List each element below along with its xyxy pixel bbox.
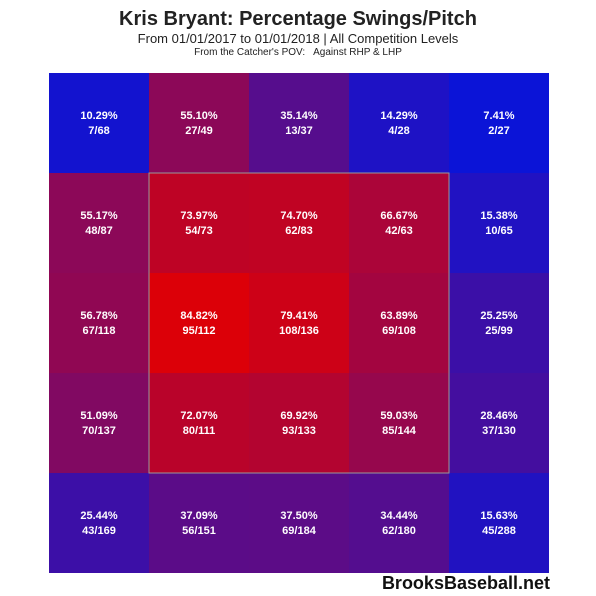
cell-count-r1-c3: 42/63: [385, 225, 413, 237]
heatmap-cell-r3-c0: [49, 373, 149, 473]
cell-count-r2-c2: 108/136: [279, 325, 319, 337]
cell-percentage-r4-c4: 15.63%: [480, 510, 518, 522]
cell-count-r2-c3: 69/108: [382, 325, 416, 337]
heatmap-cell-r2-c3: [349, 273, 449, 373]
heatmap-cell-r2-c0: [49, 273, 149, 373]
brand-watermark: BrooksBaseball.net: [381, 573, 550, 593]
cell-percentage-r0-c2: 35.14%: [280, 110, 318, 122]
heatmap-cell-r0-c4: [449, 73, 549, 173]
heatmap-cell-r1-c2: [249, 173, 349, 273]
heatmap-cell-r4-c0: [49, 473, 149, 573]
cell-count-r2-c1: 95/112: [182, 325, 215, 337]
cell-percentage-r1-c0: 55.17%: [80, 210, 118, 222]
heatmap-cell-r4-c1: [149, 473, 249, 573]
cell-percentage-r2-c2: 79.41%: [280, 310, 318, 322]
heatmap-cell-r1-c4: [449, 173, 549, 273]
cell-percentage-r3-c1: 72.07%: [180, 410, 218, 422]
cell-count-r3-c2: 93/133: [282, 425, 316, 437]
cell-percentage-r3-c2: 69.92%: [280, 410, 318, 422]
cell-percentage-r3-c4: 28.46%: [480, 410, 518, 422]
cell-percentage-r4-c1: 37.09%: [180, 510, 218, 522]
cell-percentage-r2-c3: 63.89%: [380, 310, 418, 322]
cell-percentage-r3-c3: 59.03%: [380, 410, 418, 422]
cell-percentage-r2-c1: 84.82%: [180, 310, 218, 322]
cell-count-r0-c4: 2/27: [488, 125, 509, 137]
cell-count-r4-c2: 69/184: [282, 525, 317, 537]
heatmap-cell-r1-c3: [349, 173, 449, 273]
cell-count-r1-c0: 48/87: [85, 225, 113, 237]
cell-percentage-r2-c0: 56.78%: [80, 310, 118, 322]
strike-zone-outline: [148, 172, 450, 474]
cell-count-r3-c1: 80/111: [183, 425, 215, 437]
heatmap-cell-r0-c3: [349, 73, 449, 173]
chart-title: Kris Bryant: Percentage Swings/Pitch: [119, 8, 477, 30]
cell-percentage-r4-c0: 25.44%: [80, 510, 118, 522]
cell-count-r0-c3: 4/28: [388, 125, 409, 137]
cell-count-r3-c4: 37/130: [482, 425, 516, 437]
cell-count-r2-c4: 25/99: [485, 325, 513, 337]
cell-count-r4-c4: 45/288: [482, 525, 516, 537]
pov-label: From the Catcher's POV:: [194, 47, 306, 58]
cell-percentage-r0-c3: 14.29%: [380, 110, 418, 122]
heatmap-cell-r4-c4: [449, 473, 549, 573]
heatmap-cell-r0-c1: [149, 73, 249, 173]
cell-count-r3-c0: 70/137: [82, 425, 116, 437]
heatmap-cell-r3-c2: [249, 373, 349, 473]
heatmap-cell-r0-c2: [249, 73, 349, 173]
cell-count-r1-c4: 10/65: [485, 225, 513, 237]
heatmap-cell-r2-c2: [249, 273, 349, 373]
cell-percentage-r1-c3: 66.67%: [380, 210, 418, 222]
cell-count-r4-c1: 56/151: [182, 525, 216, 537]
cell-percentage-r3-c0: 51.09%: [80, 410, 118, 422]
cell-count-r4-c3: 62/180: [382, 525, 416, 537]
cell-count-r4-c0: 43/169: [82, 525, 116, 537]
heatmap-cell-r3-c3: [349, 373, 449, 473]
cell-percentage-r0-c0: 10.29%: [80, 110, 118, 122]
cell-percentage-r4-c2: 37.50%: [280, 510, 318, 522]
cell-count-r0-c2: 13/37: [285, 125, 313, 137]
split-label: Against RHP & LHP: [313, 47, 402, 58]
heatmap-cell-r4-c3: [349, 473, 449, 573]
cell-percentage-r4-c3: 34.44%: [380, 510, 418, 522]
chart-subtitle: From 01/01/2017 to 01/01/2018 | All Comp…: [137, 31, 459, 46]
cell-count-r3-c3: 85/144: [382, 425, 417, 437]
cell-percentage-r0-c1: 55.10%: [180, 110, 218, 122]
cell-count-r0-c0: 7/68: [88, 125, 109, 137]
cell-percentage-r1-c1: 73.97%: [180, 210, 218, 222]
cell-count-r1-c1: 54/73: [185, 225, 213, 237]
heatmap-cell-r1-c1: [149, 173, 249, 273]
cell-percentage-r2-c4: 25.25%: [480, 310, 518, 322]
heatmap-cell-r3-c4: [449, 373, 549, 473]
cell-percentage-r0-c4: 7.41%: [483, 110, 514, 122]
heatmap-cell-r3-c1: [149, 373, 249, 473]
heatmap-cell-r0-c0: [49, 73, 149, 173]
heatmap-cell-r2-c1: [149, 273, 249, 373]
cell-count-r1-c2: 62/83: [285, 225, 313, 237]
cell-count-r0-c1: 27/49: [185, 125, 213, 137]
heatmap-cell-r1-c0: [49, 173, 149, 273]
heatmap-cell-r4-c2: [249, 473, 349, 573]
heatmap-cell-r2-c4: [449, 273, 549, 373]
chart-note: From the Catcher's POV: Against RHP & LHP: [0, 47, 596, 58]
cell-percentage-r1-c4: 15.38%: [480, 210, 518, 222]
cell-count-r2-c0: 67/118: [82, 325, 115, 337]
cell-percentage-r1-c2: 74.70%: [280, 210, 318, 222]
